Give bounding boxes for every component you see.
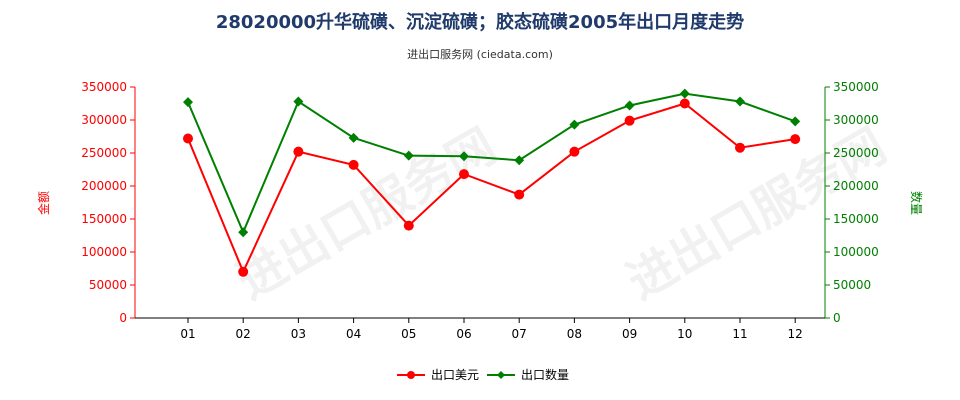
series-1-point <box>790 134 801 145</box>
y-tick-left-label: 300000 <box>81 113 127 127</box>
series-2-point <box>458 151 469 162</box>
series-2-point <box>293 96 304 107</box>
y-tick-left-label: 200000 <box>81 179 127 193</box>
y-tick-right-label: 0 <box>833 311 841 325</box>
x-tick-label: 11 <box>732 327 747 341</box>
y-axis-left-title: 金额 <box>36 191 51 215</box>
series-1-point <box>348 159 359 170</box>
legend-label-2: 出口数量 <box>521 367 569 382</box>
series-2-point <box>790 116 801 127</box>
y-tick-right-label: 300000 <box>833 113 879 127</box>
series-line-1 <box>187 102 796 275</box>
x-tick-label: 02 <box>236 327 251 341</box>
series-line-2 <box>187 92 796 235</box>
series-1-point <box>624 115 635 126</box>
series-1-point <box>514 189 525 200</box>
series-1-point <box>458 169 469 180</box>
x-tick-label: 04 <box>346 327 361 341</box>
x-tick-label: 09 <box>622 327 637 341</box>
y-tick-right-label: 200000 <box>833 179 879 193</box>
chart-subtitle: 进出口服务网 (ciedata.com) <box>407 48 553 61</box>
y-tick-left-label: 50000 <box>89 278 127 292</box>
series-2-point <box>514 155 525 166</box>
series-2-point <box>679 88 690 99</box>
x-tick-label: 12 <box>788 327 803 341</box>
legend-marker-2 <box>497 371 505 379</box>
x-tick-label: 06 <box>456 327 471 341</box>
chart-title: 28020000升华硫磺、沉淀硫磺；胶态硫磺2005年出口月度走势 <box>215 12 745 33</box>
x-tick-label: 07 <box>512 327 527 341</box>
series-1-point <box>569 146 580 157</box>
series-1-point <box>182 133 193 144</box>
x-tick-label: 08 <box>567 327 582 341</box>
series-2-point <box>624 100 635 111</box>
series-2-point <box>734 96 745 107</box>
y-tick-left-label: 150000 <box>81 212 127 226</box>
series-2-point <box>569 119 580 130</box>
series-2-point <box>348 132 359 143</box>
series-1-point <box>238 266 249 277</box>
series-2-point <box>238 227 249 238</box>
y-tick-right-label: 50000 <box>833 278 871 292</box>
y-tick-left-label: 350000 <box>81 80 127 94</box>
y-tick-right-label: 250000 <box>833 146 879 160</box>
series-2-point <box>403 150 414 161</box>
y-tick-right-label: 150000 <box>833 212 879 226</box>
x-tick-label: 03 <box>291 327 306 341</box>
y-tick-left-label: 250000 <box>81 146 127 160</box>
x-tick-label: 01 <box>180 327 195 341</box>
legend-marker-1 <box>407 371 415 379</box>
series-1-point <box>734 142 745 153</box>
y-tick-right-label: 100000 <box>833 245 879 259</box>
legend-label-1: 出口美元 <box>431 368 479 382</box>
x-tick-label: 05 <box>401 327 416 341</box>
x-tick-label: 10 <box>677 327 692 341</box>
y-tick-left-label: 0 <box>119 311 127 325</box>
y-tick-right-label: 350000 <box>833 80 879 94</box>
y-tick-left-label: 100000 <box>81 245 127 259</box>
series-2-point <box>182 97 193 108</box>
series-1-point <box>679 98 690 109</box>
y-axis-right-title: 数量 <box>909 191 924 215</box>
series-1-point <box>403 220 414 231</box>
series-1-point <box>293 146 304 157</box>
